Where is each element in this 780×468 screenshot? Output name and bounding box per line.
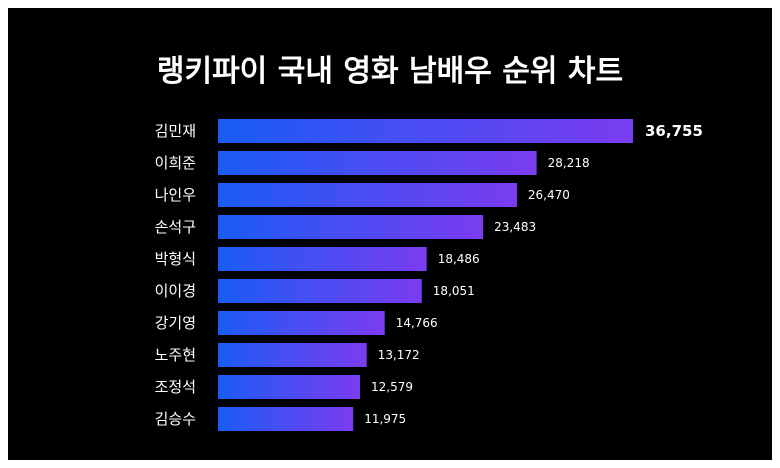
category-label: 조정석 bbox=[155, 378, 196, 396]
value-label: 26,470 bbox=[528, 188, 570, 202]
category-label: 노주현 bbox=[155, 346, 196, 364]
category-label: 이이경 bbox=[155, 282, 196, 300]
value-label: 36,755 bbox=[645, 122, 703, 140]
value-label: 13,172 bbox=[378, 348, 420, 362]
bar bbox=[218, 407, 354, 431]
value-label: 12,579 bbox=[371, 380, 413, 394]
chart-frame: 랭키파이 국내 영화 남배우 순위 차트 김민재 36,755 이희준 28,218 나… bbox=[8, 8, 772, 460]
bar-chart: 김민재 36,755 이희준 28,218 나인우 26,470 손석구 23,483 박형식 1… bbox=[155, 119, 703, 431]
category-label: 이희준 bbox=[155, 154, 197, 172]
bar bbox=[218, 119, 633, 143]
category-label: 나인우 bbox=[155, 186, 197, 204]
chart-title: 랭키파이 국내 영화 남배우 순위 차트 bbox=[156, 54, 624, 89]
bar bbox=[218, 215, 484, 239]
category-label: 손석구 bbox=[155, 218, 196, 236]
bar bbox=[218, 343, 367, 367]
value-label: 18,051 bbox=[433, 284, 475, 298]
bar bbox=[218, 375, 360, 399]
bar bbox=[218, 279, 422, 303]
value-label: 14,766 bbox=[396, 316, 438, 330]
value-label: 18,486 bbox=[438, 252, 480, 266]
bar bbox=[218, 183, 517, 207]
value-label: 28,218 bbox=[548, 156, 590, 170]
category-label: 강기영 bbox=[155, 314, 196, 332]
bar bbox=[218, 311, 385, 335]
bar bbox=[218, 247, 427, 271]
bar bbox=[218, 151, 537, 175]
category-label: 김민재 bbox=[155, 122, 196, 140]
category-label: 김승수 bbox=[155, 410, 196, 428]
value-label: 23,483 bbox=[494, 220, 536, 234]
value-label: 11,975 bbox=[364, 412, 406, 426]
category-label: 박형식 bbox=[155, 250, 196, 268]
